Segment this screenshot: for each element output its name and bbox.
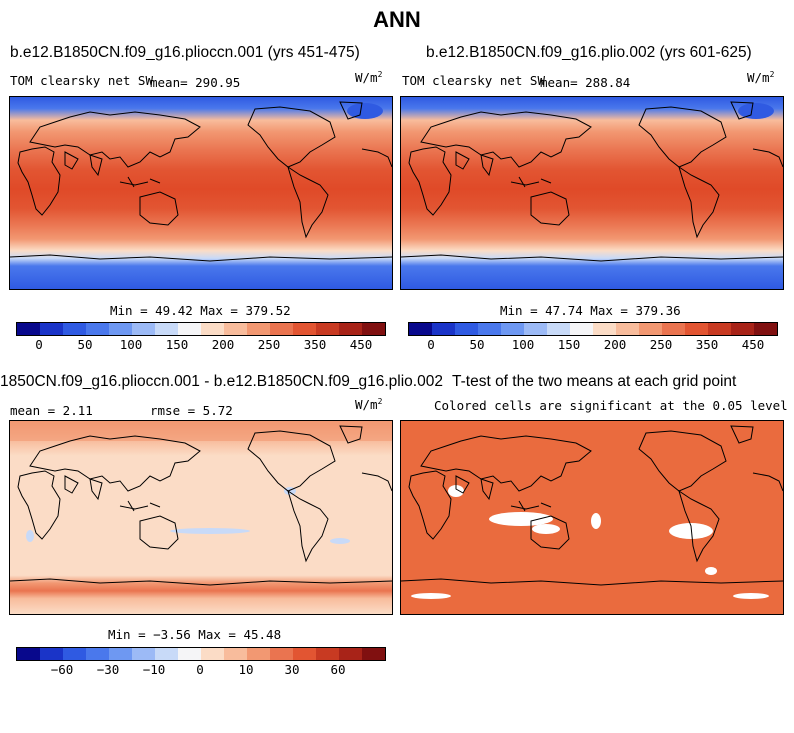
colorbar-tick-label: −10 (142, 662, 166, 677)
colorbar-swatch (362, 323, 385, 335)
colorbar-tick-label: 200 (603, 337, 627, 352)
colorbar-tick-label: 450 (349, 337, 373, 352)
colorbar-swatch (339, 323, 362, 335)
panel-title-top-right: b.e12.B1850CN.f09_g16.plio.002 (yrs 601-… (426, 44, 752, 61)
mean-label-top-right: mean= 288.84 (540, 75, 631, 90)
panel-title-top-left: b.e12.B1850CN.f09_g16.plioccn.001 (yrs 4… (10, 44, 360, 61)
colorbar-swatch (201, 323, 224, 335)
colorbar-tick-label: 100 (511, 337, 535, 352)
colorbar-swatch (17, 323, 40, 335)
colorbar-tick-label: 200 (211, 337, 235, 352)
colorbar-swatch (432, 323, 455, 335)
colorbar-swatch (455, 323, 478, 335)
colorbar-tick-label: 150 (165, 337, 189, 352)
colorbar-tick-label: 0 (427, 337, 435, 352)
mean-label-bottom-left: mean = 2.11 (10, 403, 93, 418)
colorbar-swatch (409, 323, 432, 335)
colorbar-swatch (754, 323, 777, 335)
colorbar-swatch (270, 648, 293, 660)
colorbar-tick-label: 10 (238, 662, 254, 677)
colorbar-swatch (339, 648, 362, 660)
colorbar-swatch (501, 323, 524, 335)
mean-label-top-left: mean= 290.95 (150, 75, 241, 90)
colorbar-swatch (132, 323, 155, 335)
colorbar-swatch (201, 648, 224, 660)
colorbar-tick-label: −30 (96, 662, 120, 677)
variable-label-top-left: TOM clearsky net SW (10, 73, 153, 88)
colorbar-tick-label: 0 (196, 662, 204, 677)
colorbar-swatch (662, 323, 685, 335)
map-top-right (400, 96, 784, 290)
colorbar-swatch (63, 323, 86, 335)
colorbar-swatch (316, 648, 339, 660)
rmse-label-bottom-left: rmse = 5.72 (150, 403, 233, 418)
colorbar-tick-label: 250 (649, 337, 673, 352)
map-bottom-left (9, 420, 393, 615)
colorbar-swatch (316, 323, 339, 335)
colorbar-swatch (247, 323, 270, 335)
colorbar-tick-label: 350 (695, 337, 719, 352)
colorbar-swatch (40, 323, 63, 335)
colorbar-swatch (547, 323, 570, 335)
colorbar-tick-label: 30 (284, 662, 300, 677)
variable-label-top-right: TOM clearsky net SW (402, 73, 545, 88)
colorbar-swatch (247, 648, 270, 660)
colorbar-swatch (570, 323, 593, 335)
colorbar-swatch (63, 648, 86, 660)
units-top-left: W/m2 (355, 70, 383, 86)
panel-title-bottom-right: T-test of the two means at each grid poi… (452, 373, 737, 390)
units-bottom-left: W/m2 (355, 397, 383, 413)
colorbar-swatch (109, 323, 132, 335)
colorbar-top-right (408, 322, 778, 336)
colorbar-tick-label: 100 (119, 337, 143, 352)
colorbar-bottom-left (16, 647, 386, 661)
minmax-bottom-left: Min = −3.56 Max = 45.48 (108, 627, 282, 642)
colorbar-swatch (86, 323, 109, 335)
colorbar-swatch (593, 323, 616, 335)
colorbar-tick-label: 0 (35, 337, 43, 352)
colorbar-swatch (270, 323, 293, 335)
colorbar-swatch (616, 323, 639, 335)
colorbar-tick-label: 50 (469, 337, 485, 352)
main-title: ANN (373, 7, 421, 32)
colorbar-tick-label: 450 (741, 337, 765, 352)
colorbar-swatch (224, 648, 247, 660)
map-bottom-right (400, 420, 784, 615)
colorbar-swatch (109, 648, 132, 660)
colorbar-tick-label: −60 (50, 662, 74, 677)
panel-title-bottom-left: 1850CN.f09_g16.plioccn.001 - b.e12.B1850… (0, 373, 443, 390)
map-top-left (9, 96, 393, 290)
colorbar-swatch (17, 648, 40, 660)
colorbar-swatch (132, 648, 155, 660)
minmax-top-right: Min = 47.74 Max = 379.36 (500, 303, 681, 318)
colorbar-tick-label: 250 (257, 337, 281, 352)
colorbar-swatch (178, 323, 201, 335)
colorbar-swatch (293, 648, 316, 660)
colorbar-swatch (224, 323, 247, 335)
colorbar-swatch (178, 648, 201, 660)
colorbar-swatch (731, 323, 754, 335)
colorbar-swatch (362, 648, 385, 660)
minmax-top-left: Min = 49.42 Max = 379.52 (110, 303, 291, 318)
colorbar-top-left (16, 322, 386, 336)
colorbar-tick-label: 60 (330, 662, 346, 677)
colorbar-tick-label: 350 (303, 337, 327, 352)
colorbar-swatch (155, 648, 178, 660)
colorbar-tick-label: 150 (557, 337, 581, 352)
colorbar-swatch (155, 323, 178, 335)
colorbar-swatch (524, 323, 547, 335)
colorbar-swatch (293, 323, 316, 335)
colorbar-swatch (708, 323, 731, 335)
colorbar-tick-label: 50 (77, 337, 93, 352)
panel-subtitle-bottom-right: Colored cells are significant at the 0.0… (434, 398, 788, 413)
colorbar-swatch (478, 323, 501, 335)
colorbar-swatch (86, 648, 109, 660)
colorbar-swatch (639, 323, 662, 335)
colorbar-swatch (685, 323, 708, 335)
colorbar-swatch (40, 648, 63, 660)
units-top-right: W/m2 (747, 70, 775, 86)
